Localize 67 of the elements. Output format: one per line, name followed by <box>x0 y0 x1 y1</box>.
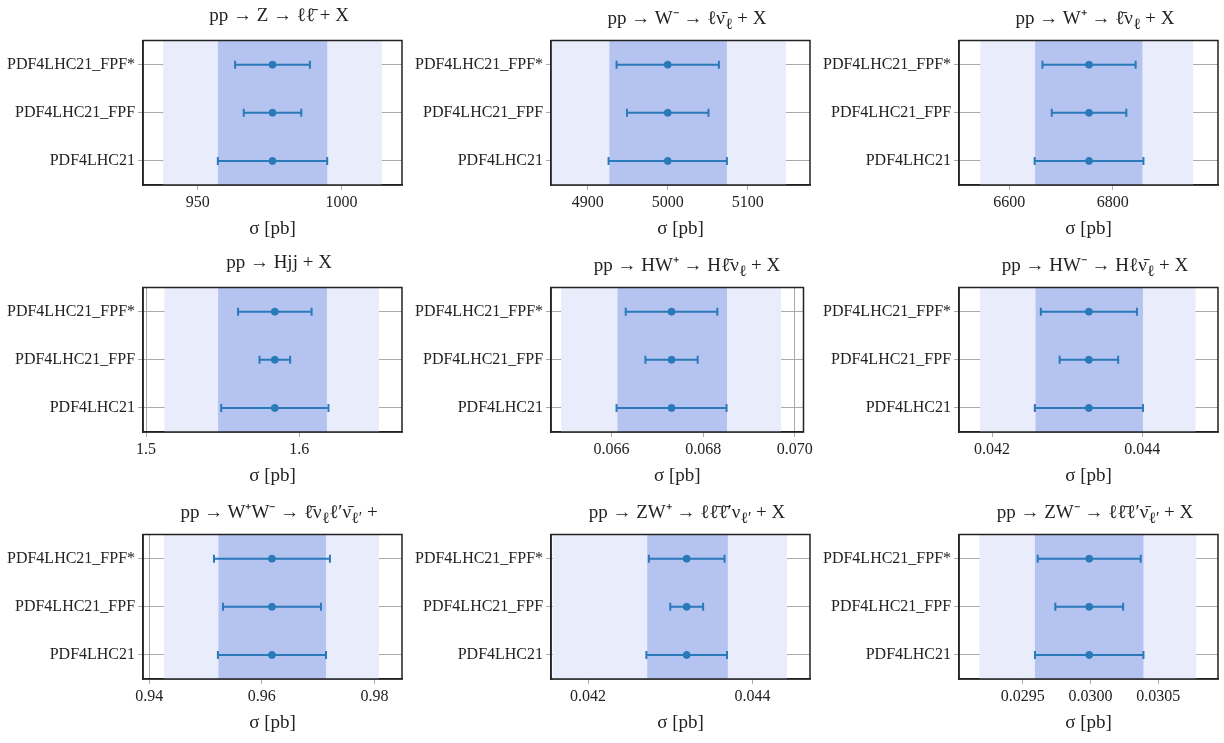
y-tick-label: PDF4LHC21_FPF <box>15 597 136 614</box>
y-tick-label: PDF4LHC21_FPF* <box>7 301 136 319</box>
y-tick-label: PDF4LHC21_FPF* <box>823 54 952 72</box>
x-tick-label: 950 <box>185 192 210 210</box>
y-tick-label: PDF4LHC21 <box>49 151 136 169</box>
x-tick-label: 0.068 <box>685 439 722 457</box>
y-tick-label: PDF4LHC21 <box>865 645 952 663</box>
x-tick-label: 0.066 <box>593 439 630 457</box>
x-tick-label: 4900 <box>571 192 604 210</box>
chart-title: pp → W⁻ → ℓν̄$_{ℓ}$ + X <box>606 6 768 33</box>
x-tick-label: 0.96 <box>247 686 276 704</box>
x-tick-label: 0.98 <box>360 686 389 704</box>
x-axis-title: σ [pb] <box>657 710 704 732</box>
x-tick-label: 1000 <box>325 192 358 210</box>
x-axis-title: σ [pb] <box>1065 463 1112 485</box>
x-axis-title: σ [pb] <box>653 463 701 485</box>
chart-title: pp → HW⁺ → Hℓ̄ν$_{ℓ}$ + X <box>592 253 782 280</box>
y-tick-label: PDF4LHC21 <box>49 645 136 663</box>
x-tick-label: 5100 <box>731 192 764 210</box>
chart-title: pp → W⁺ → ℓ̄ν$_{ℓ}$ + X <box>1014 6 1176 33</box>
y-tick-label: PDF4LHC21_FPF* <box>823 301 952 319</box>
x-tick-label: 5000 <box>651 192 684 210</box>
x-tick-label: 0.0295 <box>1000 686 1045 704</box>
y-tick-label: PDF4LHC21 <box>457 398 544 416</box>
x-tick-label: 6800 <box>1096 192 1129 210</box>
y-tick-label: PDF4LHC21_FPF <box>15 350 136 367</box>
x-tick-label: 1.6 <box>289 439 310 457</box>
y-tick-label: PDF4LHC21 <box>865 151 952 169</box>
x-tick-label: 0.0305 <box>1136 686 1181 704</box>
chart-title: pp → ZW⁺ → ℓℓ̄ℓ̄′ν$_{ℓ′}$ + X <box>587 500 787 527</box>
y-tick-label: PDF4LHC21 <box>49 398 136 416</box>
x-tick-label: 6600 <box>993 192 1026 210</box>
x-tick-label: 0.0300 <box>1068 686 1113 704</box>
x-tick-label: 0.94 <box>135 686 164 704</box>
y-tick-label: PDF4LHC21_FPF* <box>823 548 952 566</box>
y-tick-label: PDF4LHC21_FPF <box>831 103 952 120</box>
x-tick-label: 0.044 <box>734 686 771 704</box>
y-tick-label: PDF4LHC21_FPF* <box>415 54 544 72</box>
chart-title: pp → Hjj + X <box>225 251 333 273</box>
y-tick-label: PDF4LHC21 <box>457 645 544 663</box>
chart-title: pp → W⁺W⁻ → ℓ̄ν$_{ℓ}$ℓ′ν̄$_{ℓ′}$ + <box>179 500 379 527</box>
chart-title: pp → ZW⁻ → ℓℓ̄ℓ′ν̄$_{ℓ′}$ + X <box>995 500 1195 527</box>
y-tick-label: PDF4LHC21_FPF* <box>7 54 136 72</box>
x-axis-title: σ [pb] <box>1065 216 1112 238</box>
y-tick-label: PDF4LHC21_FPF* <box>415 548 544 566</box>
y-tick-label: PDF4LHC21 <box>457 151 544 169</box>
y-tick-label: PDF4LHC21_FPF* <box>7 548 136 566</box>
y-tick-label: PDF4LHC21_FPF <box>423 103 544 120</box>
y-tick-label: PDF4LHC21_FPF <box>831 597 952 614</box>
y-tick-label: PDF4LHC21_FPF* <box>415 301 544 319</box>
x-axis-title: σ [pb] <box>657 216 704 238</box>
chart-title: pp → Z → ℓℓ̄ + X <box>208 4 350 26</box>
chart-title: pp → HW⁻ → Hℓν̄$_{ℓ}$ + X <box>1000 253 1190 280</box>
x-axis-title: σ [pb] <box>249 710 296 732</box>
y-tick-label: PDF4LHC21_FPF <box>423 597 544 614</box>
y-tick-label: PDF4LHC21_FPF <box>15 103 136 120</box>
x-tick-label: 0.042 <box>974 439 1011 457</box>
y-tick-label: PDF4LHC21 <box>865 398 952 416</box>
x-axis-title: σ [pb] <box>249 216 296 238</box>
x-tick-label: 0.070 <box>776 439 813 457</box>
x-tick-label: 0.044 <box>1124 439 1161 457</box>
y-tick-label: PDF4LHC21_FPF <box>423 350 544 367</box>
y-tick-label: PDF4LHC21_FPF <box>831 350 952 367</box>
x-axis-title: σ [pb] <box>249 463 296 485</box>
x-tick-label: 0.042 <box>570 686 607 704</box>
x-tick-label: 1.5 <box>136 439 157 457</box>
x-axis-title: σ [pb] <box>1065 710 1112 732</box>
